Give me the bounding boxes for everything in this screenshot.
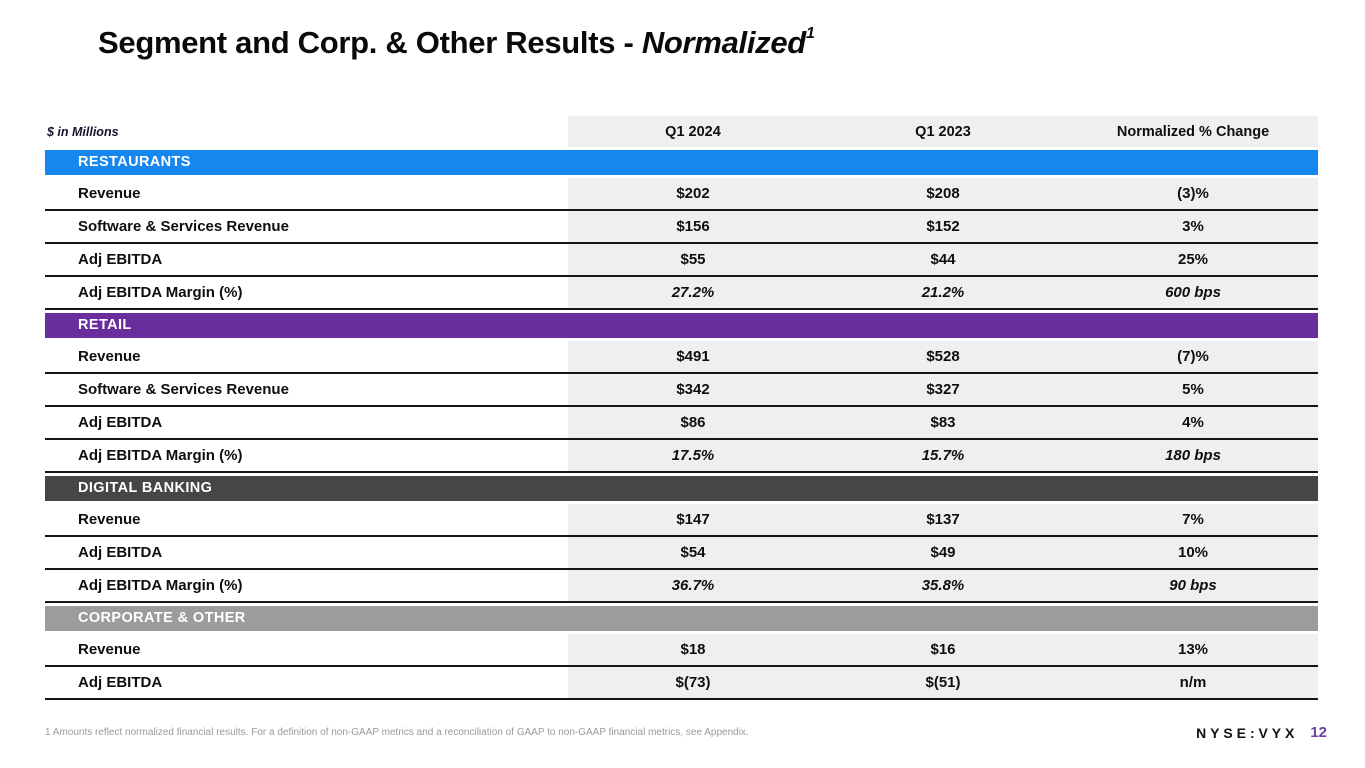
- value-q1-2024: 17.5%: [568, 440, 818, 471]
- value-q1-2023: $16: [818, 634, 1068, 665]
- title-text: Segment and Corp. & Other Results -: [98, 25, 642, 60]
- segment-results-table: $ in Millions Q1 2024 Q1 2023 Normalized…: [45, 116, 1318, 700]
- value-q1-2023: $83: [818, 407, 1068, 438]
- value-change: n/m: [1068, 667, 1318, 698]
- table-row: Adj EBITDA $86 $83 4%: [45, 407, 1318, 440]
- value-q1-2023: $(51): [818, 667, 1068, 698]
- column-header-q1-2023: Q1 2023: [818, 116, 1068, 147]
- row-label: Revenue: [45, 634, 568, 665]
- value-q1-2024: $(73): [568, 667, 818, 698]
- value-change: 10%: [1068, 537, 1318, 568]
- value-change: 25%: [1068, 244, 1318, 275]
- value-q1-2024: $147: [568, 504, 818, 535]
- table-row: Revenue $202 $208 (3)%: [45, 178, 1318, 211]
- value-q1-2023: 15.7%: [818, 440, 1068, 471]
- row-label: Software & Services Revenue: [45, 211, 568, 242]
- row-label: Adj EBITDA Margin (%): [45, 440, 568, 471]
- value-change: 4%: [1068, 407, 1318, 438]
- row-label: Adj EBITDA: [45, 667, 568, 698]
- table-header-row: $ in Millions Q1 2024 Q1 2023 Normalized…: [45, 116, 1318, 147]
- value-q1-2023: $208: [818, 178, 1068, 209]
- table-row: Adj EBITDA Margin (%) 27.2% 21.2% 600 bp…: [45, 277, 1318, 310]
- value-q1-2023: $152: [818, 211, 1068, 242]
- value-q1-2024: 27.2%: [568, 277, 818, 308]
- value-change: 5%: [1068, 374, 1318, 405]
- value-change: 180 bps: [1068, 440, 1318, 471]
- row-label: Adj EBITDA Margin (%): [45, 277, 568, 308]
- row-label: Adj EBITDA: [45, 537, 568, 568]
- footnote: 1 Amounts reflect normalized financial r…: [45, 727, 749, 738]
- table-row: Software & Services Revenue $342 $327 5%: [45, 374, 1318, 407]
- row-label: Revenue: [45, 504, 568, 535]
- title-footnote-marker: 1: [805, 24, 815, 42]
- value-q1-2023: $137: [818, 504, 1068, 535]
- row-label: Adj EBITDA: [45, 407, 568, 438]
- value-change: 13%: [1068, 634, 1318, 665]
- value-q1-2024: 36.7%: [568, 570, 818, 601]
- value-q1-2024: $86: [568, 407, 818, 438]
- units-label: $ in Millions: [45, 116, 568, 147]
- page-number: 12: [1310, 724, 1327, 741]
- value-change: 90 bps: [1068, 570, 1318, 601]
- table-row: Adj EBITDA Margin (%) 17.5% 15.7% 180 bp…: [45, 440, 1318, 473]
- ticker-label: NYSE:VYX: [1196, 724, 1299, 741]
- table-row: Revenue $18 $16 13%: [45, 634, 1318, 667]
- value-q1-2024: $342: [568, 374, 818, 405]
- value-q1-2023: $327: [818, 374, 1068, 405]
- value-q1-2023: $528: [818, 341, 1068, 372]
- row-label: Software & Services Revenue: [45, 374, 568, 405]
- value-q1-2024: $156: [568, 211, 818, 242]
- column-header-q1-2024: Q1 2024: [568, 116, 818, 147]
- table-row: Adj EBITDA $55 $44 25%: [45, 244, 1318, 277]
- table-row: Revenue $491 $528 (7)%: [45, 341, 1318, 374]
- column-header-normalized-change: Normalized % Change: [1068, 116, 1318, 147]
- table-row: Adj EBITDA Margin (%) 36.7% 35.8% 90 bps: [45, 570, 1318, 603]
- section-header-retail: RETAIL: [45, 313, 1318, 338]
- value-change: (3)%: [1068, 178, 1318, 209]
- row-label: Revenue: [45, 178, 568, 209]
- section-header-restaurants: RESTAURANTS: [45, 150, 1318, 175]
- row-label: Adj EBITDA Margin (%): [45, 570, 568, 601]
- value-q1-2023: $49: [818, 537, 1068, 568]
- value-change: 600 bps: [1068, 277, 1318, 308]
- row-label: Revenue: [45, 341, 568, 372]
- value-q1-2024: $55: [568, 244, 818, 275]
- title-emphasis: Normalized: [641, 25, 806, 60]
- row-label: Adj EBITDA: [45, 244, 568, 275]
- value-q1-2024: $491: [568, 341, 818, 372]
- value-change: 3%: [1068, 211, 1318, 242]
- value-q1-2024: $54: [568, 537, 818, 568]
- value-change: (7)%: [1068, 341, 1318, 372]
- value-change: 7%: [1068, 504, 1318, 535]
- value-q1-2024: $18: [568, 634, 818, 665]
- table-row: Adj EBITDA $(73) $(51) n/m: [45, 667, 1318, 700]
- brand-block: NYSE:VYX 12: [1196, 724, 1327, 741]
- slide-footer: 1 Amounts reflect normalized financial r…: [45, 724, 1327, 741]
- section-header-corporate-other: CORPORATE & OTHER: [45, 606, 1318, 631]
- table-row: Revenue $147 $137 7%: [45, 504, 1318, 537]
- value-q1-2023: $44: [818, 244, 1068, 275]
- page-title: Segment and Corp. & Other Results - Norm…: [98, 24, 815, 61]
- value-q1-2023: 35.8%: [818, 570, 1068, 601]
- value-q1-2024: $202: [568, 178, 818, 209]
- table-row: Software & Services Revenue $156 $152 3%: [45, 211, 1318, 244]
- section-header-digital-banking: DIGITAL BANKING: [45, 476, 1318, 501]
- value-q1-2023: 21.2%: [818, 277, 1068, 308]
- table-row: Adj EBITDA $54 $49 10%: [45, 537, 1318, 570]
